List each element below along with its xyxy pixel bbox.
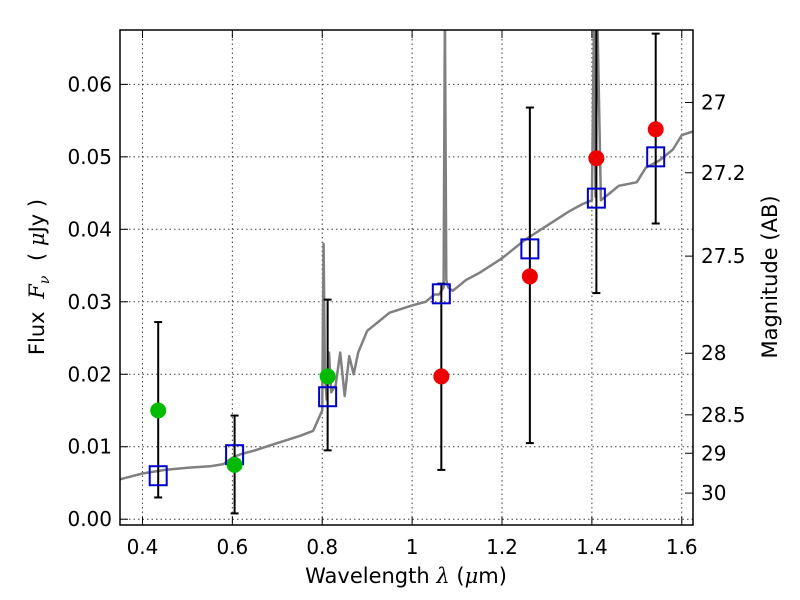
x-tick-label: 0.8 xyxy=(306,535,338,559)
x-tick-label: 1.6 xyxy=(666,535,698,559)
y2-tick-label: 30 xyxy=(701,481,726,505)
y2-tick-label: 27 xyxy=(701,90,726,114)
y2-tick-label: 27.2 xyxy=(701,161,746,185)
y2-tick-label: 29 xyxy=(701,441,726,465)
y-tick-label: 0.05 xyxy=(67,145,112,169)
y-tick-label: 0.01 xyxy=(67,435,112,459)
model-flux-square xyxy=(646,146,666,168)
axis-ticks: 0.4 0.6 0.8 1 1.2 1.4 1.6 0.00 0.01 0.02 0.03 0.04 0… xyxy=(67,30,746,559)
model-flux-square xyxy=(431,283,451,305)
x-tick-label: 0.4 xyxy=(127,535,159,559)
plot-frame xyxy=(119,29,694,526)
y2-tick-label: 27.5 xyxy=(701,244,746,268)
model-flux-square xyxy=(318,386,338,408)
y-tick-label: 0.06 xyxy=(67,72,112,96)
plot-background xyxy=(120,30,693,525)
x-tick-label: 0.6 xyxy=(216,535,248,559)
observed-flux-point xyxy=(433,368,450,385)
observed-flux-point xyxy=(588,150,605,167)
y-tick-label: 0.04 xyxy=(67,217,112,241)
y2-tick-label: 28.5 xyxy=(701,403,746,427)
x-tick-label: 1.2 xyxy=(486,535,518,559)
y2-axis-title: Magnitude (AB) xyxy=(758,195,782,358)
y-axis-title: Flux Fν ( μJy ) xyxy=(25,199,54,355)
y-tick-label: 0.02 xyxy=(67,362,112,386)
x-axis-title: Wavelength λ (μm) xyxy=(305,564,507,588)
y-tick-label: 0.03 xyxy=(67,290,112,314)
observed-flux-point xyxy=(521,268,538,285)
x-tick-label: 1.4 xyxy=(576,535,608,559)
observed-flux-point xyxy=(647,121,664,138)
y-tick-label: 0.00 xyxy=(67,507,112,531)
data-layer xyxy=(120,30,693,515)
observed-flux-point xyxy=(319,368,336,385)
x-tick-label: 1 xyxy=(406,535,419,559)
observed-flux-point xyxy=(226,456,243,473)
model-flux-square xyxy=(520,238,540,260)
model-flux-square xyxy=(586,187,606,209)
y2-tick-label: 28 xyxy=(701,341,726,365)
observed-flux-point xyxy=(150,402,167,419)
model-flux-square xyxy=(148,465,168,487)
